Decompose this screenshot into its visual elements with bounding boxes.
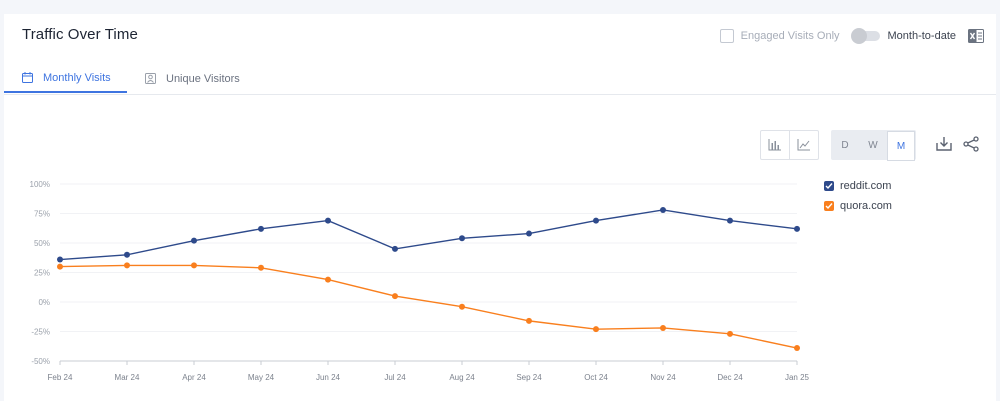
x-tick-label: Mar 24 (115, 373, 140, 382)
tab-bar: Monthly Visits Unique Visitors (4, 64, 996, 95)
y-tick-label: 25% (34, 269, 50, 278)
data-point (459, 235, 465, 242)
data-point (258, 225, 264, 232)
period-m-button[interactable]: M (887, 131, 915, 161)
x-tick-label: May 24 (248, 373, 275, 382)
data-point (124, 251, 130, 258)
bar-chart-icon (768, 139, 781, 151)
y-tick-label: -25% (31, 328, 50, 337)
x-tick-label: Jan 25 (785, 373, 810, 382)
engaged-visits-checkbox[interactable] (719, 29, 734, 43)
line-chart-icon (797, 139, 810, 151)
y-tick-label: -50% (31, 357, 50, 366)
data-point (660, 324, 666, 331)
x-tick-label: Nov 24 (650, 373, 676, 382)
tab-unique-visitors-label: Unique Visitors (166, 72, 240, 85)
data-point (794, 225, 800, 232)
y-tick-label: 100% (30, 180, 50, 189)
share-icon[interactable] (963, 136, 979, 157)
period-selector: D W M (831, 130, 916, 161)
data-point (124, 262, 130, 269)
series-line-1 (59, 264, 798, 349)
period-w-button[interactable]: W (868, 139, 878, 151)
y-tick-label: 50% (34, 239, 50, 248)
period-d-button[interactable]: D (841, 139, 849, 151)
month-to-date-label: Month-to-date (887, 30, 956, 42)
tab-monthly-visits[interactable]: Monthly Visits (4, 64, 127, 93)
data-point (191, 237, 197, 244)
data-point (459, 303, 465, 310)
y-tick-label: 0% (38, 298, 50, 307)
data-point (325, 217, 331, 224)
traffic-card: Traffic Over Time Engaged Visits Only Mo… (4, 14, 996, 401)
top-controls: Engaged Visits Only Month-to-date (719, 26, 984, 46)
legend-item-reddit[interactable]: reddit.com (824, 180, 892, 192)
tab-monthly-visits-label: Monthly Visits (43, 71, 111, 84)
chart-legend: reddit.com quora.com (824, 180, 892, 220)
toggle-knob (850, 28, 867, 44)
data-point (392, 293, 398, 300)
data-point (526, 317, 532, 324)
excel-export-icon[interactable] (968, 28, 984, 44)
data-point (727, 330, 733, 337)
data-point (593, 326, 599, 333)
person-icon (145, 73, 156, 84)
x-tick-label: Jun 24 (316, 373, 341, 382)
data-point (392, 245, 398, 252)
legend-label-reddit: reddit.com (840, 180, 892, 192)
bar-chart-button[interactable] (761, 131, 789, 159)
tab-unique-visitors[interactable]: Unique Visitors (145, 64, 240, 93)
x-tick-label: Oct 24 (584, 373, 608, 382)
engaged-visits-label: Engaged Visits Only (740, 30, 840, 42)
data-point (258, 264, 264, 271)
x-tick-label: Dec 24 (717, 373, 743, 382)
y-tick-label: 75% (34, 210, 50, 219)
data-point (57, 256, 63, 263)
legend-item-quora[interactable]: quora.com (824, 200, 892, 212)
month-to-date-toggle[interactable] (850, 28, 880, 44)
legend-label-quora: quora.com (840, 200, 892, 212)
x-tick-label: Sep 24 (516, 373, 542, 382)
traffic-line-chart: 100% 75% 50% 25% 0% -25% -50% Feb 24 Mar 24 Apr 2… (30, 180, 810, 382)
series-line-0 (59, 209, 798, 261)
data-point (660, 206, 666, 213)
chart-type-group (760, 130, 819, 160)
legend-checkbox-reddit (824, 181, 834, 191)
download-icon[interactable] (936, 136, 952, 157)
x-tick-label: Aug 24 (449, 373, 475, 382)
calendar-icon (22, 72, 33, 83)
x-tick-label: Jul 24 (384, 373, 406, 382)
legend-checkbox-quora (824, 201, 834, 211)
line-chart-button[interactable] (789, 131, 818, 159)
data-point (794, 345, 800, 352)
data-point (593, 217, 599, 224)
page-title: Traffic Over Time (22, 26, 138, 43)
data-point (727, 217, 733, 224)
data-point (57, 263, 63, 270)
x-tick-label: Feb 24 (48, 373, 73, 382)
data-point (325, 276, 331, 283)
data-point (191, 262, 197, 269)
data-point (526, 230, 532, 237)
x-tick-label: Apr 24 (182, 373, 206, 382)
